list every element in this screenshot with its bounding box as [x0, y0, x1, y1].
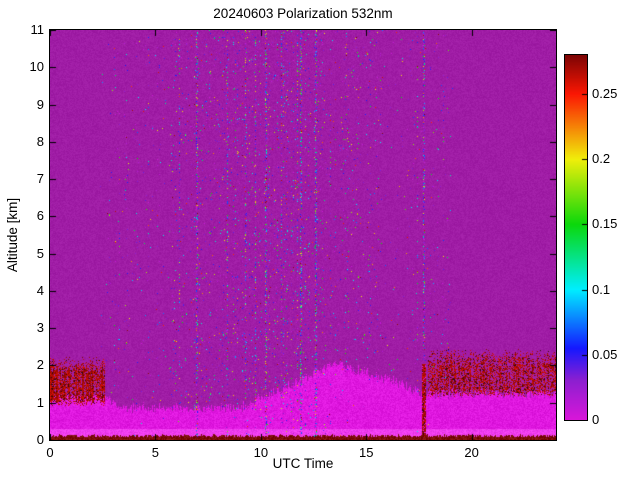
chart-title: 20240603 Polarization 532nm: [213, 6, 393, 21]
y-tick-label: 1: [36, 394, 44, 410]
y-tick-label: 8: [36, 133, 44, 149]
y-tick-label: 10: [29, 59, 44, 75]
colorbar-tick-label: 0.25: [592, 86, 618, 102]
colorbar-tick-label: 0: [592, 412, 600, 427]
y-tick-label: 3: [36, 320, 44, 336]
colorbar: [564, 54, 588, 421]
colorbar-tick-label: 0.2: [592, 151, 611, 167]
x-tick-label: 0: [46, 445, 54, 460]
y-tick-label: 6: [36, 208, 44, 224]
heatmap-plot: [49, 29, 557, 441]
x-tick-label: 5: [151, 445, 160, 460]
y-tick-label: 4: [36, 282, 44, 298]
colorbar-tick-label: 0.05: [592, 346, 618, 362]
y-tick-label: 7: [36, 171, 44, 187]
x-tick-label: 15: [359, 445, 374, 460]
y-tick-label: 0: [36, 432, 44, 447]
y-tick-label: 2: [36, 357, 44, 373]
x-tick-label: 10: [253, 445, 269, 460]
colorbar-tick-label: 0.1: [592, 281, 611, 297]
x-tick-label: 20: [464, 445, 479, 460]
y-tick-label: 5: [36, 245, 44, 261]
y-axis-label: Altitude [km]: [5, 197, 20, 273]
y-tick-label: 11: [30, 22, 45, 37]
x-axis-label: UTC Time: [272, 456, 334, 471]
y-tick-label: 9: [36, 96, 44, 112]
colorbar-tick-label: 0.15: [592, 216, 618, 232]
